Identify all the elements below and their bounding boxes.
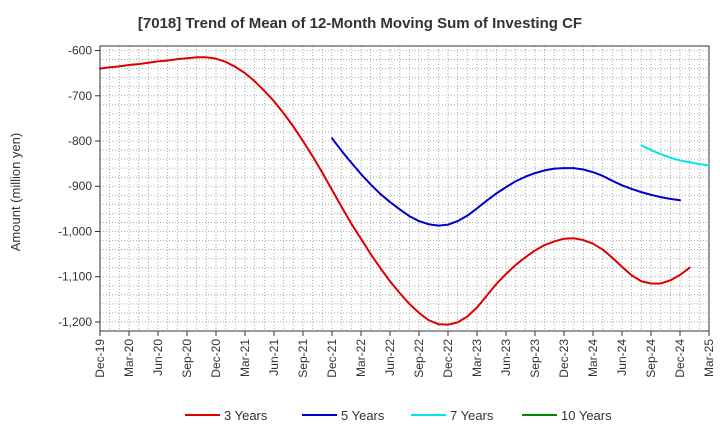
- y-tick-label: -600: [68, 44, 92, 58]
- x-tick-label: Jun-21: [267, 339, 281, 376]
- y-tick-label: -1,100: [58, 270, 92, 284]
- series-lines: [99, 56, 710, 326]
- y-tick-label: -800: [68, 134, 92, 148]
- series-line-7-years: [640, 144, 710, 167]
- x-tick-label: Mar-22: [354, 339, 368, 377]
- x-tick-label: Sep-24: [644, 339, 658, 378]
- x-tick-label: Mar-20: [122, 339, 136, 377]
- x-tick-label: Sep-22: [412, 339, 426, 378]
- x-tick-label: Dec-20: [209, 339, 223, 378]
- x-tick-label: Sep-23: [528, 339, 542, 378]
- legend-label: 3 Years: [224, 408, 268, 423]
- y-axis-ticks: -600 -700 -800 -900 -1,000 -1,100 -1,200: [58, 44, 100, 329]
- legend-label: 5 Years: [341, 408, 385, 423]
- x-tick-label: Dec-19: [93, 339, 107, 378]
- x-tick-label: Mar-25: [702, 339, 716, 377]
- x-tick-label: Dec-24: [673, 339, 687, 378]
- x-tick-label: Dec-22: [441, 339, 455, 378]
- grid-lines: [100, 46, 709, 331]
- x-axis-ticks: Dec-19 Mar-20 Jun-20 Sep-20 Dec-20 Mar-21 Jun-…: [93, 331, 716, 378]
- y-tick-label: -700: [68, 89, 92, 103]
- x-tick-label: Sep-21: [296, 339, 310, 378]
- x-tick-label: Mar-24: [586, 339, 600, 377]
- plot-area-border: [99, 45, 710, 332]
- x-tick-label: Mar-23: [470, 339, 484, 377]
- series-line-3-years: [99, 56, 691, 326]
- y-tick-label: -1,200: [58, 315, 92, 329]
- x-tick-label: Jun-20: [151, 339, 165, 376]
- x-tick-label: Dec-21: [325, 339, 339, 378]
- y-axis-label: Amount (million yen): [8, 133, 23, 252]
- series-line-5-years: [331, 137, 681, 227]
- x-tick-label: Sep-20: [180, 339, 194, 378]
- y-tick-label: -900: [68, 179, 92, 193]
- y-tick-label: -1,000: [58, 224, 92, 238]
- x-tick-label: Jun-22: [383, 339, 397, 376]
- x-tick-label: Dec-23: [557, 339, 571, 378]
- x-tick-label: Jun-24: [615, 339, 629, 376]
- legend-label: 7 Years: [450, 408, 494, 423]
- x-tick-label: Mar-21: [238, 339, 252, 377]
- x-tick-label: Jun-23: [499, 339, 513, 376]
- chart-title: [7018] Trend of Mean of 12-Month Moving …: [138, 15, 582, 32]
- legend: 3 Years 5 Years 7 Years 10 Years: [185, 408, 612, 423]
- legend-label: 10 Years: [561, 408, 612, 423]
